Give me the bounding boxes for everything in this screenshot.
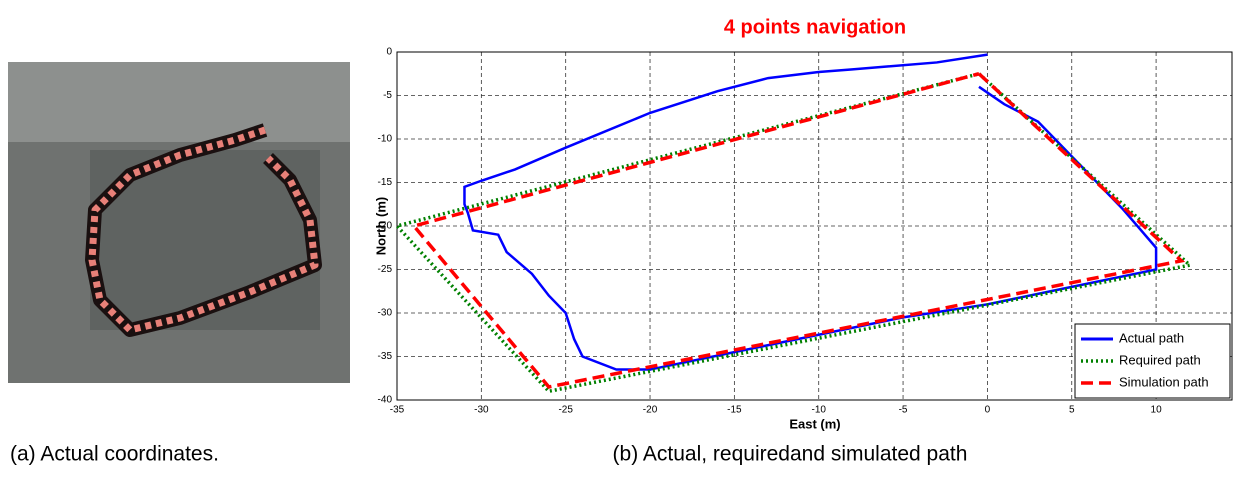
y-tick-label: -30 — [378, 308, 393, 319]
series-line — [397, 74, 1190, 392]
y-tick-label: -35 — [378, 351, 393, 362]
y-tick-label: -20 — [378, 221, 393, 232]
y-tick-label: -15 — [378, 177, 393, 188]
x-tick-label: -20 — [643, 405, 658, 416]
x-tick-label: -30 — [474, 405, 489, 416]
chart-title: 4 points navigation — [724, 16, 906, 38]
x-axis-label: East (m) — [789, 416, 840, 431]
x-tick-label: -5 — [899, 405, 908, 416]
x-tick-label: 0 — [985, 405, 991, 416]
x-tick-label: -15 — [727, 405, 742, 416]
x-tick-label: -25 — [558, 405, 573, 416]
y-tick-label: -25 — [378, 264, 393, 275]
legend-label: Required path — [1119, 352, 1201, 367]
y-tick-label: -5 — [383, 90, 392, 101]
y-tick-label: -40 — [378, 395, 393, 406]
y-tick-label: -10 — [378, 134, 393, 145]
series-line — [464, 55, 1156, 370]
caption: (a) Actual coordinates. — [10, 443, 219, 466]
legend-label: Simulation path — [1119, 374, 1209, 389]
satellite-image — [8, 62, 350, 383]
x-tick-label: -10 — [811, 405, 826, 416]
y-tick-label: 0 — [386, 47, 392, 58]
x-tick-label: -35 — [390, 405, 405, 416]
figure: (a) Actual coordinates. (b) Actual, requ… — [0, 0, 1239, 477]
x-tick-label: 5 — [1069, 405, 1075, 416]
x-tick-label: 10 — [1151, 405, 1163, 416]
legend-label: Actual path — [1119, 330, 1184, 345]
caption: (b) Actual, requiredand simulated path — [613, 443, 968, 466]
